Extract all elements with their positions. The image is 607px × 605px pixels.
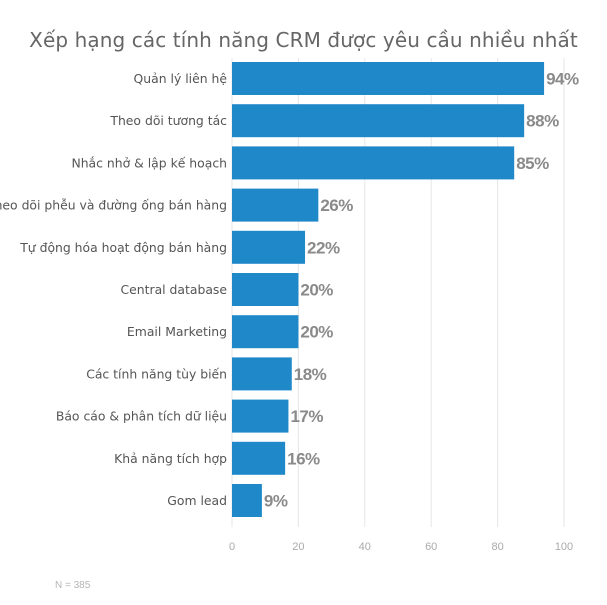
bar: [232, 62, 545, 95]
category-label: Theo dõi tương tác: [109, 113, 227, 128]
value-labels: 94% 88% 85% 26% 22% 20% 20% 18% 17% 16% 9%: [264, 70, 580, 511]
bar: [232, 188, 319, 222]
value-label: 22%: [307, 238, 340, 257]
value-label: 94%: [546, 70, 579, 89]
bar: [232, 399, 289, 433]
bar: [232, 273, 299, 306]
category-label: Quản lý liên hệ: [134, 71, 227, 86]
bar: [232, 357, 292, 391]
x-axis-ticks: 0 20 40 60 80 100: [229, 541, 573, 553]
bar: [232, 484, 262, 517]
category-label: Tự động hóa hoạt động bán hàng: [19, 240, 227, 255]
x-tick-label: 100: [555, 541, 573, 553]
category-labels: Quản lý liên hệ Theo dõi tương tác Nhắc nh…: [0, 71, 227, 508]
x-tick-label: 80: [491, 541, 503, 553]
x-tick-label: 40: [359, 541, 371, 553]
value-label: 18%: [294, 365, 327, 384]
bar: [232, 104, 525, 138]
value-label: 17%: [290, 407, 323, 426]
category-label: Gom lead: [167, 493, 227, 508]
value-label: 20%: [300, 281, 333, 300]
category-label: Central database: [120, 282, 227, 297]
value-label: 16%: [287, 449, 320, 468]
category-label: Email Marketing: [127, 324, 227, 339]
value-label: 88%: [526, 112, 559, 131]
value-label: 26%: [320, 196, 353, 215]
value-label: 9%: [264, 492, 288, 511]
category-label: Khả năng tích hợp: [114, 451, 227, 466]
category-label: Các tính năng tùy biến: [86, 366, 227, 381]
x-tick-label: 60: [425, 541, 437, 553]
bars: [232, 62, 545, 517]
bar: [232, 230, 306, 264]
category-label: Nhắc nhở & lập kế hoạch: [71, 155, 227, 170]
value-label: 85%: [516, 154, 549, 173]
x-tick-label: 0: [229, 541, 235, 553]
bar: [232, 441, 286, 475]
value-label: 20%: [300, 323, 333, 342]
chart-title: Xếp hạng các tính năng CRM được yêu cầu …: [29, 28, 578, 52]
bar: [232, 315, 299, 349]
x-tick-label: 20: [292, 541, 304, 553]
sample-size-note: N = 385: [55, 580, 91, 591]
category-label: Theo dõi phễu và đường ống bán hàng: [0, 198, 227, 213]
bar: [232, 146, 515, 180]
category-label: Báo cáo & phân tích dữ liệu: [56, 409, 227, 424]
